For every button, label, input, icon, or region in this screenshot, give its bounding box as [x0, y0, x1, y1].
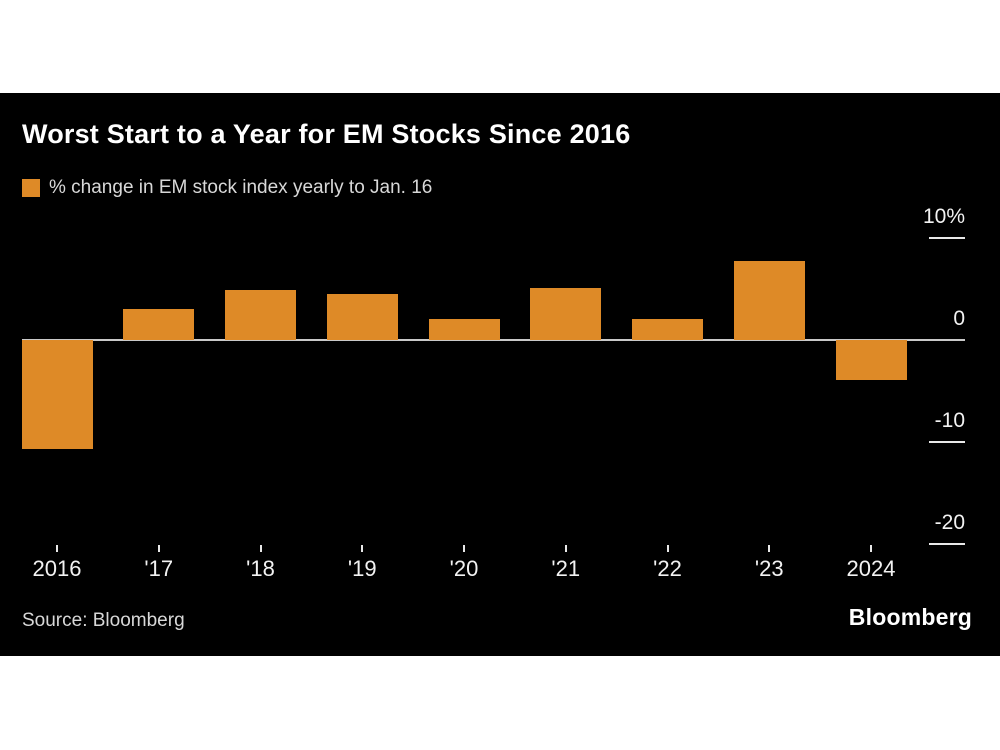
x-tick-label-23: '23	[754, 556, 784, 581]
x-tick-label-20: '20	[449, 556, 479, 581]
x-tick-label-18: '18	[246, 556, 275, 581]
x-tick-label-2016: 2016	[32, 556, 82, 581]
y-tick-label--20: -20	[934, 511, 965, 534]
bar-20	[428, 318, 500, 340]
y-tick-line--20	[929, 543, 965, 545]
y-tick-line-10	[929, 237, 965, 239]
bar-23	[733, 261, 805, 340]
y-tick-line--10	[929, 441, 965, 443]
chart-panel: Worst Start to a Year for EM Stocks Sinc…	[0, 93, 1000, 656]
bar-21	[530, 287, 602, 340]
x-tick-line-23	[768, 545, 771, 552]
x-tick-line-19	[361, 545, 364, 552]
chart-title: Worst Start to a Year for EM Stocks Sinc…	[22, 119, 631, 149]
plot-area: 10% 0 -10 -20 2016 '17 '18 '19 '20 '21 '22 '23 2024	[0, 93, 1000, 656]
bar-2016	[21, 340, 93, 450]
source-label: Source: Bloomberg	[22, 610, 185, 631]
y-tick-label-10: 10%	[922, 205, 965, 228]
bar-19	[326, 294, 398, 340]
bar-17	[123, 309, 195, 340]
bloomberg-logo: Bloomberg	[848, 604, 972, 630]
y-tick-label--10: -10	[934, 409, 965, 432]
bar-22	[632, 318, 703, 340]
legend: % change in EM stock index yearly to Jan…	[22, 177, 432, 199]
bar-18	[225, 290, 296, 340]
x-tick-line-2016	[56, 545, 58, 552]
x-tick-label-19: '19	[347, 556, 377, 581]
zero-axis-line	[22, 339, 965, 341]
x-tick-line-2024	[870, 545, 872, 552]
x-tick-label-21: '21	[551, 556, 581, 581]
x-tick-label-2024: 2024	[846, 556, 896, 581]
x-tick-label-17: '17	[144, 556, 174, 581]
x-tick-label-22: '22	[653, 556, 682, 581]
y-tick-label-0: 0	[953, 307, 965, 330]
x-tick-line-20	[463, 545, 465, 552]
x-tick-line-22	[666, 545, 669, 552]
x-tick-line-17	[157, 545, 160, 552]
legend-swatch	[22, 179, 40, 197]
x-tick-line-18	[259, 545, 262, 552]
bar-2024	[835, 340, 907, 380]
legend-label: % change in EM stock index yearly to Jan…	[49, 177, 433, 198]
x-tick-line-21	[564, 545, 567, 552]
